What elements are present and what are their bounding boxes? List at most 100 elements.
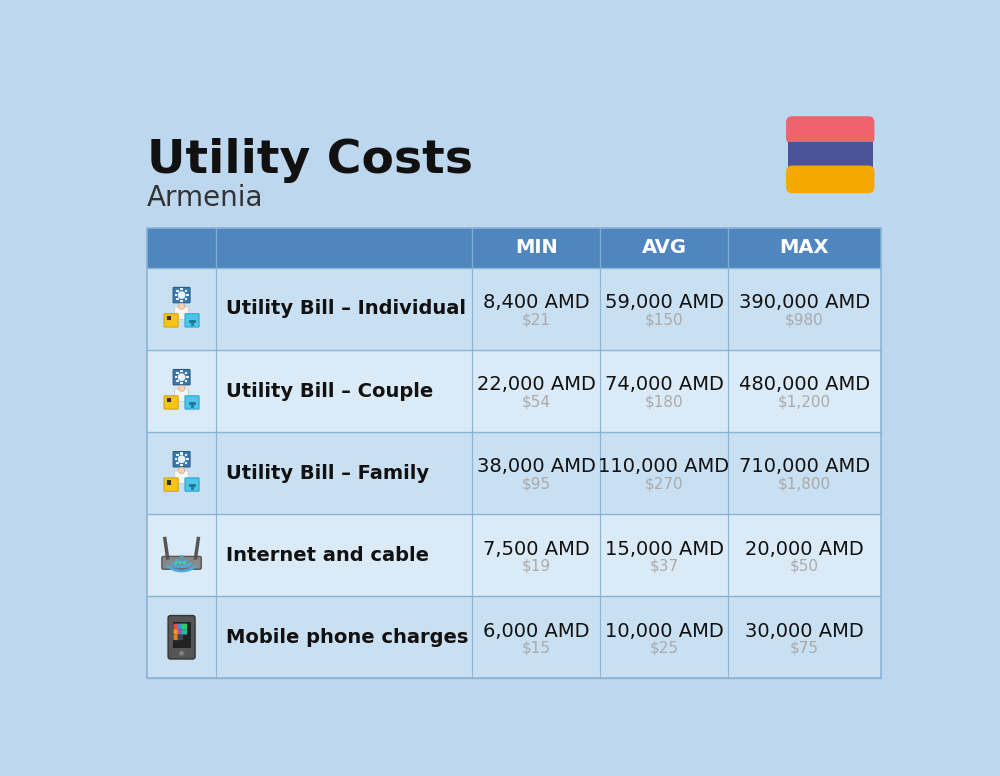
Text: Armenia: Armenia <box>147 184 263 212</box>
FancyBboxPatch shape <box>162 556 201 570</box>
FancyBboxPatch shape <box>175 294 177 296</box>
Text: $25: $25 <box>650 640 679 656</box>
Bar <box>147 228 881 268</box>
FancyBboxPatch shape <box>164 314 178 327</box>
FancyBboxPatch shape <box>175 458 177 460</box>
Text: 15,000 AMD: 15,000 AMD <box>605 539 724 559</box>
Bar <box>147 228 881 678</box>
Circle shape <box>177 455 186 464</box>
Text: Utility Bill – Couple: Utility Bill – Couple <box>226 382 433 400</box>
Text: Utility Costs: Utility Costs <box>147 138 473 183</box>
Bar <box>173 622 191 649</box>
FancyBboxPatch shape <box>186 458 189 460</box>
Circle shape <box>179 385 185 391</box>
FancyBboxPatch shape <box>178 629 183 635</box>
Bar <box>147 268 881 350</box>
Text: $95: $95 <box>522 476 551 491</box>
FancyBboxPatch shape <box>178 635 183 640</box>
FancyBboxPatch shape <box>176 290 179 292</box>
FancyBboxPatch shape <box>176 380 179 383</box>
Circle shape <box>179 303 185 309</box>
Circle shape <box>175 561 177 564</box>
FancyBboxPatch shape <box>786 116 874 144</box>
FancyBboxPatch shape <box>786 165 874 193</box>
Text: 74,000 AMD: 74,000 AMD <box>605 376 723 394</box>
FancyBboxPatch shape <box>176 462 179 465</box>
Text: $150: $150 <box>645 312 683 327</box>
Text: 6,000 AMD: 6,000 AMD <box>483 622 589 641</box>
Text: 30,000 AMD: 30,000 AMD <box>745 622 864 641</box>
Bar <box>147 432 881 514</box>
Text: $1,200: $1,200 <box>778 394 831 409</box>
FancyBboxPatch shape <box>185 478 199 491</box>
Bar <box>147 350 881 432</box>
Circle shape <box>180 555 183 558</box>
Text: Internet and cable: Internet and cable <box>226 546 429 565</box>
Text: $50: $50 <box>790 559 819 573</box>
Text: 38,000 AMD: 38,000 AMD <box>477 458 596 476</box>
FancyBboxPatch shape <box>180 382 183 384</box>
Circle shape <box>183 561 186 564</box>
Text: 480,000 AMD: 480,000 AMD <box>739 376 870 394</box>
Text: $75: $75 <box>790 640 819 656</box>
FancyBboxPatch shape <box>185 380 187 383</box>
Text: 110,000 AMD: 110,000 AMD <box>598 458 730 476</box>
FancyBboxPatch shape <box>186 376 189 378</box>
Text: $54: $54 <box>522 394 551 409</box>
FancyBboxPatch shape <box>175 376 177 378</box>
FancyBboxPatch shape <box>180 300 183 302</box>
Text: 10,000 AMD: 10,000 AMD <box>605 622 723 641</box>
FancyBboxPatch shape <box>185 454 187 456</box>
Bar <box>147 514 881 596</box>
FancyBboxPatch shape <box>175 471 189 483</box>
Text: AVG: AVG <box>642 238 687 258</box>
Bar <box>147 596 881 678</box>
Text: Mobile phone charges: Mobile phone charges <box>226 628 468 646</box>
FancyBboxPatch shape <box>176 298 179 300</box>
Circle shape <box>177 291 186 300</box>
FancyBboxPatch shape <box>180 452 183 455</box>
FancyBboxPatch shape <box>175 307 189 320</box>
Text: 59,000 AMD: 59,000 AMD <box>605 293 724 312</box>
FancyBboxPatch shape <box>164 396 178 409</box>
Text: $980: $980 <box>785 312 824 327</box>
Text: 22,000 AMD: 22,000 AMD <box>477 376 596 394</box>
FancyBboxPatch shape <box>168 615 195 659</box>
Circle shape <box>179 561 182 564</box>
FancyBboxPatch shape <box>185 314 199 327</box>
FancyBboxPatch shape <box>173 629 179 635</box>
Text: $15: $15 <box>522 640 551 656</box>
FancyBboxPatch shape <box>180 370 183 372</box>
FancyBboxPatch shape <box>164 478 178 491</box>
FancyBboxPatch shape <box>173 624 179 629</box>
FancyBboxPatch shape <box>173 369 190 385</box>
FancyBboxPatch shape <box>185 396 199 409</box>
FancyBboxPatch shape <box>186 294 189 296</box>
FancyBboxPatch shape <box>173 452 190 467</box>
Text: 710,000 AMD: 710,000 AMD <box>739 458 870 476</box>
Text: Utility Bill – Individual: Utility Bill – Individual <box>226 300 466 318</box>
FancyBboxPatch shape <box>185 372 187 374</box>
Bar <box>788 143 873 167</box>
Text: $21: $21 <box>522 312 551 327</box>
FancyBboxPatch shape <box>185 298 187 300</box>
FancyBboxPatch shape <box>180 464 183 466</box>
FancyBboxPatch shape <box>176 372 179 374</box>
Text: 390,000 AMD: 390,000 AMD <box>739 293 870 312</box>
Text: $270: $270 <box>645 476 683 491</box>
FancyBboxPatch shape <box>180 288 183 290</box>
Circle shape <box>179 467 185 473</box>
Text: $19: $19 <box>522 559 551 573</box>
Text: $1,800: $1,800 <box>778 476 831 491</box>
FancyBboxPatch shape <box>173 635 179 640</box>
Text: MIN: MIN <box>515 238 558 258</box>
Circle shape <box>179 651 184 656</box>
FancyBboxPatch shape <box>175 389 189 401</box>
Text: Utility Bill – Family: Utility Bill – Family <box>226 463 429 483</box>
Text: 7,500 AMD: 7,500 AMD <box>483 539 590 559</box>
Text: $37: $37 <box>649 559 679 573</box>
Text: $180: $180 <box>645 394 683 409</box>
FancyBboxPatch shape <box>173 287 190 303</box>
FancyBboxPatch shape <box>178 624 183 629</box>
Text: 8,400 AMD: 8,400 AMD <box>483 293 589 312</box>
